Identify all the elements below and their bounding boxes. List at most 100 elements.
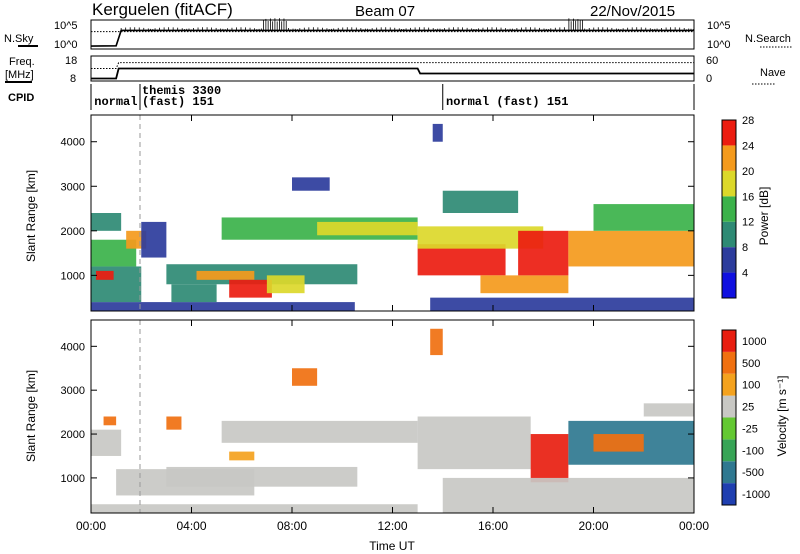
velocity-colorbar-swatch: [722, 483, 736, 505]
velocity-colorbar-tick-label: 500: [742, 358, 760, 370]
time-tick-label: 20:00: [578, 519, 608, 533]
power-cell: [593, 204, 694, 231]
power-cell: [417, 226, 544, 249]
nave-tick-low: 0: [706, 73, 712, 85]
freq-tick-high: 18: [65, 55, 77, 67]
nave-label: Nave: [760, 67, 786, 79]
velocity-colorbar-swatch: [722, 373, 736, 396]
noise-panel: N.Sky N.Search 10^5 10^0 10^5 10^0: [4, 18, 792, 51]
time-tick-label: 08:00: [277, 519, 307, 533]
velocity-colorbar-tick-label: 100: [742, 380, 760, 392]
power-colorbar-swatch: [722, 145, 736, 171]
velocity-colorbar-swatch: [722, 351, 736, 374]
velocity-panel: Slant Range [km] 1000 2000 3000 4000 1000 50…: [24, 319, 789, 514]
noise-left-tick-high: 10^5: [54, 20, 78, 32]
freq-tick-low: 8: [70, 73, 76, 85]
noise-panel-frame: [90, 19, 695, 50]
velocity-colorbar-label: Velocity [m s⁻¹]: [775, 375, 789, 456]
power-range-axis-label: Slant Range [km]: [24, 170, 38, 262]
power-colorbar-tick-label: 28: [742, 115, 754, 127]
power-colorbar-tick-label: 8: [742, 242, 748, 254]
velocity-colorbar-tick-label: -500: [742, 467, 764, 479]
velocity-cell: [442, 477, 694, 513]
noise-series-line: [90, 29, 694, 47]
velocity-colorbar-frame: [721, 329, 737, 506]
power-colorbar-tick-label: 16: [742, 191, 754, 203]
power-colorbar-tick-label: 20: [742, 166, 754, 178]
velocity-cell: [166, 466, 358, 487]
velocity-colorbar-tick-label: -100: [742, 445, 764, 457]
cpid-label-text: normal: [94, 95, 137, 109]
cpid-label-text: (fast) 151: [142, 95, 214, 109]
noise-left-tick-low: 10^0: [54, 39, 78, 51]
time-tick-label: 12:00: [377, 519, 407, 533]
freq-label-line2: [MHz]: [5, 69, 34, 81]
date-title: 22/Nov/2015: [590, 3, 675, 20]
time-tick-label: 04:00: [176, 519, 206, 533]
velocity-cell: [166, 416, 182, 430]
velocity-colorbar-tick-label: -1000: [742, 489, 770, 501]
power-cell: [442, 190, 519, 213]
velocity-cell: [221, 420, 418, 443]
power-colorbar-swatch: [722, 196, 736, 222]
nave-tick-high: 60: [706, 55, 718, 67]
cpid-label: CPID: [8, 92, 34, 104]
radar-title: Kerguelen (fitACF): [92, 0, 233, 19]
power-cell: [91, 302, 355, 311]
freq-label-line1: Freq.: [9, 56, 35, 68]
velocity-cell: [430, 328, 443, 356]
beam-title: Beam 07: [355, 3, 415, 20]
cpid-label-text: normal (fast) 151: [446, 95, 568, 109]
velocity-cell: [229, 451, 255, 461]
freq-series-line: [91, 67, 694, 80]
velocity-range-tick-label: 1000: [61, 473, 85, 485]
velocity-colorbar-tick-label: 25: [742, 402, 754, 414]
velocity-colorbar-swatch: [722, 417, 736, 440]
velocity-colorbar-tick-label: -25: [742, 423, 758, 435]
power-cell: [229, 279, 272, 298]
power-cell: [518, 230, 569, 276]
power-range-tick-label: 2000: [61, 226, 85, 238]
power-colorbar-swatch: [722, 120, 736, 146]
power-cell: [266, 275, 305, 294]
velocity-cell: [91, 504, 418, 513]
power-colorbar-tick-label: 4: [742, 268, 748, 280]
power-cell: [196, 270, 255, 280]
power-cell: [417, 244, 506, 276]
velocity-colorbar-swatch: [722, 330, 736, 352]
velocity-range-axis-label: Slant Range [km]: [24, 370, 38, 462]
velocity-range-tick-label: 2000: [61, 429, 85, 441]
power-cell: [430, 297, 694, 311]
noise-right-tick-low: 10^0: [707, 39, 731, 51]
power-cell: [96, 270, 114, 280]
time-tick-label: 00:00: [679, 519, 709, 533]
velocity-cell: [530, 434, 569, 483]
power-colorbar-tick-label: 12: [742, 217, 754, 229]
power-range-tick-label: 1000: [61, 270, 85, 282]
velocity-colorbar-tick-label: 1000: [742, 336, 766, 348]
time-tick-label: 00:00: [76, 519, 106, 533]
nsearch-label: N.Search: [745, 33, 791, 45]
time-axis-label: Time UT: [369, 539, 415, 553]
power-panel: Slant Range [km] 1000 2000 3000 4000 4 8 12 16…: [24, 114, 771, 312]
velocity-colorbar-swatch: [722, 439, 736, 462]
power-cell: [141, 221, 167, 258]
power-colorbar-swatch: [722, 247, 736, 273]
noise-right-tick-high: 10^5: [707, 20, 731, 32]
velocity-cell: [593, 434, 644, 452]
cpid-panel: CPID normal themis 3300(fast) 151 normal (…: [8, 84, 695, 110]
time-tick-label: 16:00: [478, 519, 508, 533]
power-cell: [171, 284, 217, 303]
velocity-range-tick-label: 3000: [61, 385, 85, 397]
power-cell: [292, 177, 330, 191]
power-colorbar-frame: [721, 119, 737, 299]
freq-panel: Freq. [MHz] Nave 18 8 60 0: [5, 55, 786, 85]
power-cell: [568, 230, 694, 267]
velocity-range-tick-label: 4000: [61, 341, 85, 353]
power-colorbar-label: Power [dB]: [757, 187, 771, 246]
power-cell: [91, 213, 122, 231]
velocity-cell: [417, 416, 531, 470]
power-range-tick-label: 3000: [61, 181, 85, 193]
power-colorbar-swatch: [722, 170, 736, 197]
